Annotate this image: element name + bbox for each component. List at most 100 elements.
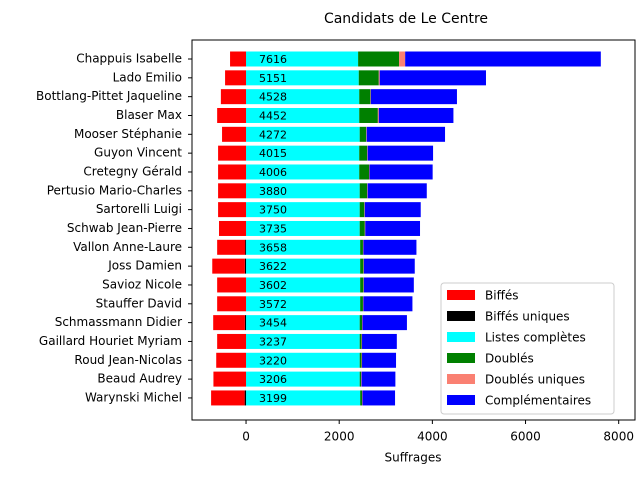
bar-segment [370,89,457,105]
y-tick-label: Mooser Stéphanie [74,127,182,141]
legend-box [440,282,615,415]
legend-swatch [447,290,475,300]
bar-segment [367,183,427,199]
bar-segment [246,202,360,218]
bar-segment [225,70,247,86]
chart-title: Candidats de Le Centre [324,11,488,27]
bar-segment [363,296,413,312]
y-tick-label: Schmassmann Didier [55,315,182,329]
y-tick-label: Lado Emilio [113,70,182,84]
bar-segment [363,277,414,293]
bar-segment [246,70,359,86]
bar-segment [359,107,378,123]
bar-segment [245,239,247,255]
bar-segment [359,371,362,387]
y-tick-label: Joss Damien [107,259,182,273]
total-label: 4015 [259,147,287,160]
bar-segment [360,258,364,274]
bar-segment [246,333,360,349]
bar-segment [358,51,400,67]
bar-segment [244,390,247,406]
bar-segment [219,220,247,236]
total-label: 4528 [259,91,287,104]
total-label: 4452 [259,109,287,122]
bar-segment [212,258,245,274]
bar-segment [399,51,406,67]
bar-segment [362,333,397,349]
legend-swatch [447,353,475,363]
bar-segment [367,145,434,161]
bar-segment [244,258,247,274]
bar-segment [359,202,365,218]
bar-segment [363,239,417,255]
bar-segment [358,70,379,86]
bar-segment [359,315,363,331]
legend-label: Listes complètes [485,331,586,345]
total-label: 3735 [259,222,287,235]
bar-segment [218,164,247,180]
y-tick-label: Guyon Vincent [94,146,182,160]
bar-segment [246,51,359,67]
legend-label: Biffés [485,289,518,303]
bar-segment [217,333,247,349]
bar-segment [360,296,363,312]
bar-segment [369,164,433,180]
bar-segment [366,126,446,142]
bar-segment [216,352,247,368]
x-tick-label: 4000 [417,430,448,444]
total-label: 3206 [259,373,287,386]
legend-label: Doublés [485,352,534,366]
legend-swatch [447,332,475,342]
bar-segment [360,390,363,406]
x-axis-label: Suffrages [384,451,441,465]
total-label: 3880 [259,185,287,198]
bar-segment [246,220,360,236]
y-tick-label: Vallon Anne-Laure [73,240,182,254]
bar-segment [246,390,361,406]
bar-segment [378,70,380,86]
total-label: 3658 [259,241,287,254]
bar-segment [246,107,360,123]
y-tick-label: Chappuis Isabelle [76,52,182,66]
bar-segment [361,371,396,387]
bar-segment [222,126,247,142]
x-tick-label: 2000 [324,430,355,444]
y-tick-label: Beaud Audrey [97,372,182,386]
legend-label: Complémentaires [485,394,591,408]
bar-segment [246,164,360,180]
bar-segment [246,89,360,105]
bar-segment [359,126,367,142]
bar-segment [246,183,360,199]
bar-segment [360,239,363,255]
y-tick-label: Roud Jean-Nicolas [74,353,182,367]
x-tick-label: 6000 [510,430,541,444]
bar-segment [364,202,421,218]
bar-segment [246,258,361,274]
legend-swatch [447,395,475,405]
legend-label: Doublés uniques [485,373,585,387]
x-tick-label: 0 [242,430,250,444]
total-label: 4006 [259,166,287,179]
bar-segment [359,333,362,349]
bar-segment [362,315,407,331]
bar-segment [377,107,379,123]
plot-frame [191,39,636,421]
total-label: 3572 [259,298,287,311]
y-tick-label: Savioz Nicole [102,277,182,291]
bar-segment [218,183,247,199]
total-label: 3237 [259,335,287,348]
bar-segment [359,89,371,105]
y-tick-label: Warynski Michel [85,390,182,404]
legend-swatch [447,374,475,384]
bar-segment [217,107,247,123]
bar-segment [359,183,368,199]
bar-segment [218,202,247,218]
bar-segment [220,89,247,105]
bar-segment [218,145,247,161]
y-tick-label: Bottlang-Pittet Jaqueline [36,89,182,103]
total-label: 7616 [259,53,287,66]
legend-label: Biffés uniques [485,310,570,324]
bar-segment [246,352,360,368]
y-tick-label: Cretegny Gérald [83,164,182,178]
